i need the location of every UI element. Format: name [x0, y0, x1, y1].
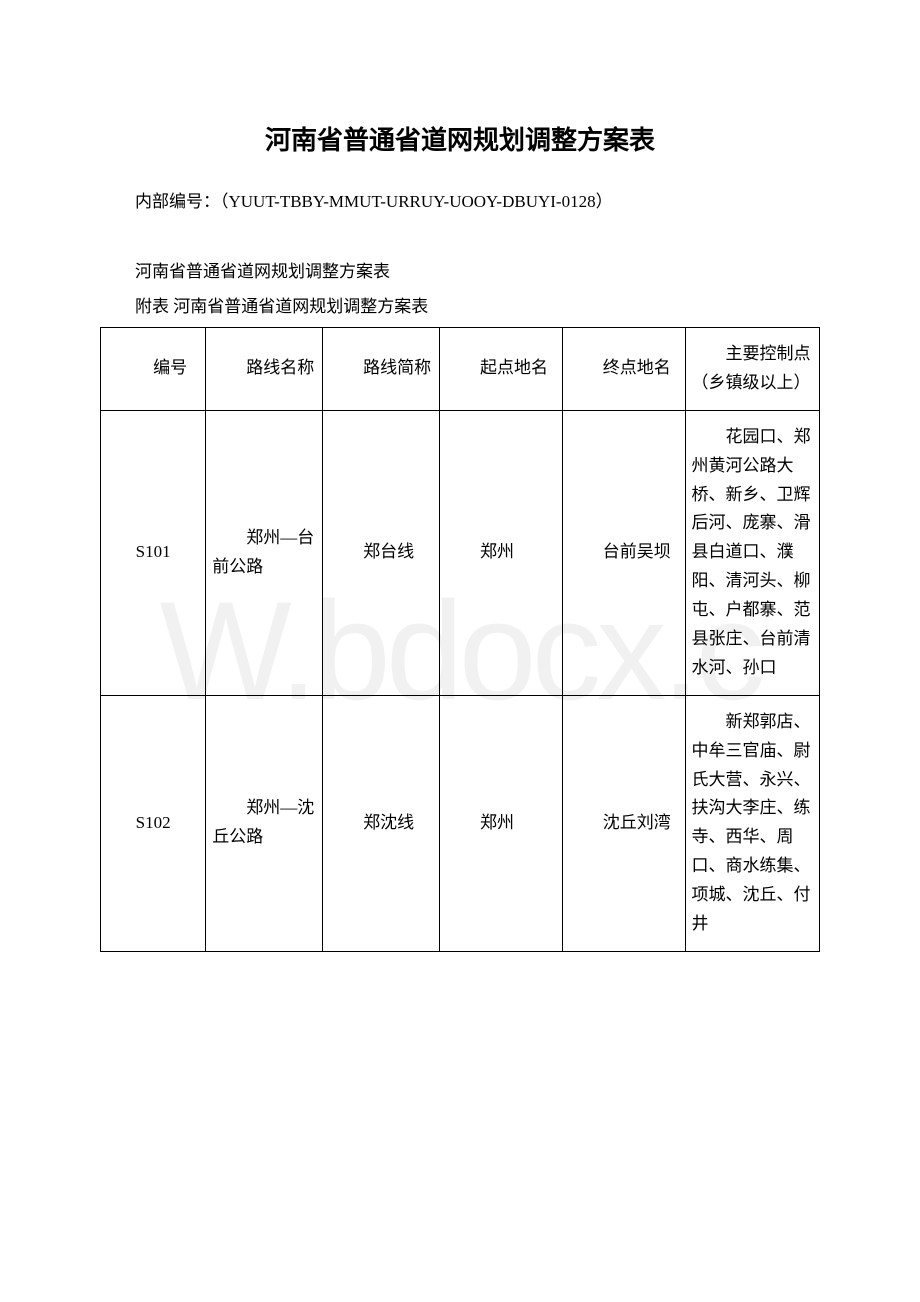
internal-code-line: 内部编号：（YUUT-TBBY-MMUT-URRUY-UOOY-DBUYI-01… [100, 187, 820, 212]
cell-control-points: 新郑郭店、中牟三官庙、尉氏大营、永兴、扶沟大李庄、练寺、西华、周口、商水练集、项… [685, 695, 819, 951]
document-content: 河南省普通省道网规划调整方案表 内部编号：（YUUT-TBBY-MMUT-URR… [0, 120, 920, 952]
internal-code-value: （YUUT-TBBY-MMUT-URRUY-UOOY-DBUYI-0128） [220, 192, 613, 211]
subtitle-2: 附表 河南省普通省道网规划调整方案表 [100, 292, 820, 317]
cell-control-points: 花园口、郑州黄河公路大桥、新乡、卫辉后河、庞寨、滑县白道口、濮阳、清河头、柳屯、… [685, 410, 819, 695]
cell-number: S102 [101, 695, 206, 951]
internal-code-label: 内部编号： [135, 192, 220, 211]
cell-route-abbr: 郑沈线 [323, 695, 440, 951]
cell-route-abbr: 郑台线 [323, 410, 440, 695]
page-title: 河南省普通省道网规划调整方案表 [100, 120, 820, 157]
header-route-name: 路线名称 [206, 328, 323, 411]
header-start-point: 起点地名 [440, 328, 563, 411]
header-route-abbr: 路线简称 [323, 328, 440, 411]
cell-start-point: 郑州 [440, 695, 563, 951]
cell-route-name: 郑州—台前公路 [206, 410, 323, 695]
subtitle-1: 河南省普通省道网规划调整方案表 [100, 257, 820, 282]
route-table: 编号 路线名称 路线简称 起点地名 终点地名 主要控制点（乡镇级以上） S101… [100, 327, 820, 952]
cell-start-point: 郑州 [440, 410, 563, 695]
cell-end-point: 台前吴坝 [562, 410, 685, 695]
header-number: 编号 [101, 328, 206, 411]
cell-end-point: 沈丘刘湾 [562, 695, 685, 951]
header-control-points: 主要控制点（乡镇级以上） [685, 328, 819, 411]
header-end-point: 终点地名 [562, 328, 685, 411]
table-row: S101 郑州—台前公路 郑台线 郑州 台前吴坝 花园口、郑州黄河公路大桥、新乡… [101, 410, 820, 695]
table-row: S102 郑州—沈丘公路 郑沈线 郑州 沈丘刘湾 新郑郭店、中牟三官庙、尉氏大营… [101, 695, 820, 951]
cell-number: S101 [101, 410, 206, 695]
table-header-row: 编号 路线名称 路线简称 起点地名 终点地名 主要控制点（乡镇级以上） [101, 328, 820, 411]
cell-route-name: 郑州—沈丘公路 [206, 695, 323, 951]
